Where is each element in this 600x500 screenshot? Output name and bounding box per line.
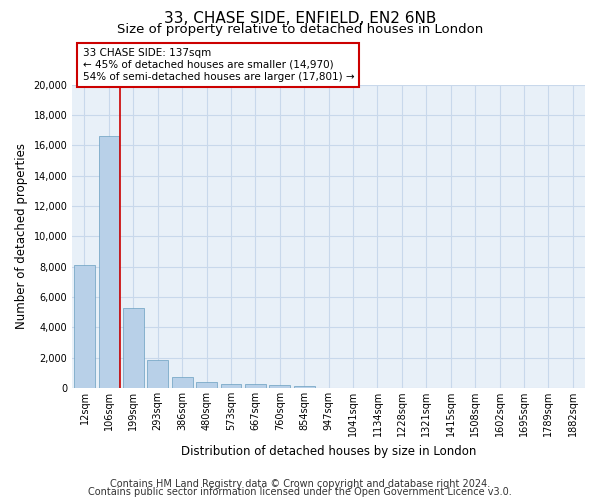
- Bar: [196, 382, 217, 388]
- Text: Contains public sector information licensed under the Open Government Licence v3: Contains public sector information licen…: [88, 487, 512, 497]
- Bar: [74, 265, 95, 388]
- Bar: [148, 360, 168, 388]
- Text: 33, CHASE SIDE, ENFIELD, EN2 6NB: 33, CHASE SIDE, ENFIELD, EN2 6NB: [164, 11, 436, 26]
- Bar: [221, 384, 241, 388]
- Text: 33 CHASE SIDE: 137sqm
← 45% of detached houses are smaller (14,970)
54% of semi-: 33 CHASE SIDE: 137sqm ← 45% of detached …: [83, 48, 354, 82]
- Text: Size of property relative to detached houses in London: Size of property relative to detached ho…: [117, 22, 483, 36]
- X-axis label: Distribution of detached houses by size in London: Distribution of detached houses by size …: [181, 444, 476, 458]
- Bar: [98, 136, 119, 388]
- Bar: [245, 384, 266, 388]
- Bar: [123, 308, 144, 388]
- Text: Contains HM Land Registry data © Crown copyright and database right 2024.: Contains HM Land Registry data © Crown c…: [110, 479, 490, 489]
- Bar: [294, 386, 314, 388]
- Bar: [269, 386, 290, 388]
- Bar: [172, 378, 193, 388]
- Y-axis label: Number of detached properties: Number of detached properties: [15, 143, 28, 329]
